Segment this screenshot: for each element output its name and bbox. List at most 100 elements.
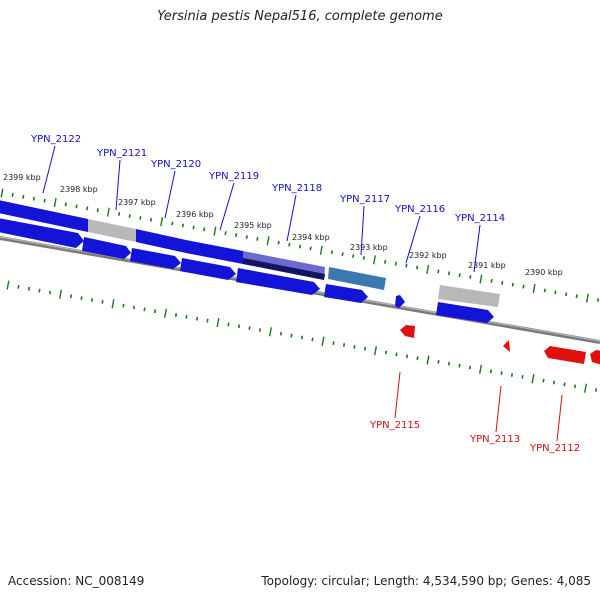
forward-row-1 (0, 200, 500, 307)
outer-major-tick (266, 236, 270, 246)
outer-major-tick (53, 197, 57, 208)
inner-minor-tick (206, 318, 209, 323)
inner-minor-tick (342, 343, 346, 347)
forward-gene-label[interactable]: YPN_2119 (208, 171, 259, 182)
gene-ypn2119[interactable] (186, 240, 243, 264)
outer-minor-tick (565, 292, 568, 297)
outer-minor-tick (447, 271, 451, 276)
inner-minor-tick (542, 378, 545, 383)
outer-minor-tick (22, 194, 25, 199)
inner-major-tick (479, 364, 482, 374)
gene-ypn2113-shape[interactable] (503, 340, 510, 352)
outer-minor-tick (64, 202, 67, 207)
inner-minor-tick (227, 322, 230, 327)
inner-minor-tick (332, 341, 335, 346)
gene-row2-4[interactable] (180, 258, 236, 280)
inner-major-tick (584, 383, 587, 393)
forward-gene-label[interactable]: YPN_2118 (271, 183, 322, 194)
outer-minor-tick (235, 233, 238, 237)
outer-minor-tick (405, 263, 408, 268)
inner-major-tick (164, 308, 167, 318)
forward-gene-label[interactable]: YPN_2117 (339, 194, 390, 205)
outer-minor-tick (118, 212, 121, 216)
kbp-label: 2398 kbp (60, 185, 98, 194)
inner-minor-tick (48, 290, 52, 295)
reverse-gene-label[interactable]: YPN_2112 (529, 443, 580, 454)
outer-major-tick (373, 255, 376, 265)
outer-major-tick (213, 226, 217, 236)
gene-ypn2122[interactable] (0, 200, 88, 232)
outer-major-tick (0, 188, 4, 198)
gene-label-leader (556, 394, 563, 442)
inner-minor-tick (185, 314, 188, 319)
outer-minor-tick (490, 278, 493, 283)
inner-major-tick (374, 346, 377, 356)
inner-major-tick (426, 355, 430, 365)
outer-minor-tick (469, 275, 472, 279)
inner-minor-tick (153, 309, 157, 314)
outer-minor-tick (437, 269, 440, 274)
kbp-label: 2392 kbp (409, 251, 447, 260)
inner-minor-tick (101, 299, 104, 304)
genome-summary-text: Topology: circular; Length: 4,534,590 bp… (261, 574, 591, 588)
forward-gene-label[interactable]: YPN_2120 (150, 159, 201, 170)
inner-minor-tick (143, 307, 146, 312)
gene-right-edge[interactable] (590, 350, 600, 365)
forward-gene-label[interactable]: YPN_2116 (394, 204, 445, 215)
inner-minor-tick (132, 305, 136, 310)
gene-row2-1[interactable] (0, 218, 84, 248)
inner-minor-tick (510, 373, 514, 377)
outer-minor-tick (298, 244, 302, 249)
gene-label-leader (164, 170, 176, 219)
inner-minor-tick (17, 284, 20, 289)
gene-row2-3[interactable] (130, 248, 181, 269)
outer-minor-tick (128, 214, 131, 218)
kbp-label: 2395 kbp (234, 221, 272, 230)
outer-minor-tick (330, 250, 333, 255)
outer-minor-tick (554, 290, 557, 295)
gene-ypn2115-shape[interactable] (400, 325, 415, 338)
inner-minor-tick (458, 363, 461, 368)
forward-gene-label[interactable]: YPN_2122 (30, 134, 81, 145)
inner-minor-tick (69, 294, 73, 299)
kbp-scale: 2399 kbp 2398 kbp 2397 kbp 2396 kbp 2395 kbp… (3, 173, 563, 277)
inner-minor-tick (258, 328, 262, 332)
gene-label-leader (115, 159, 121, 211)
inner-minor-tick (38, 288, 41, 293)
gene-row2-8[interactable] (436, 302, 494, 323)
inner-minor-tick (122, 303, 125, 308)
gene-ypn2114[interactable] (438, 285, 500, 307)
gene-ypn2120[interactable] (136, 229, 186, 253)
inner-major-tick (216, 317, 220, 328)
gene-ypn2118-inner (243, 258, 325, 280)
outer-major-tick (532, 283, 536, 294)
inner-minor-tick (500, 371, 503, 376)
inner-major-tick (321, 336, 325, 346)
inner-minor-tick (552, 380, 556, 385)
inner-minor-tick (437, 359, 440, 364)
gene-ypn2112-shape[interactable] (544, 346, 586, 364)
outer-minor-tick (224, 231, 227, 236)
inner-minor-tick (395, 352, 398, 357)
outer-minor-tick (416, 265, 419, 270)
gene-ypn2117[interactable] (328, 267, 386, 290)
gene-ypn2121[interactable] (88, 219, 136, 242)
forward-gene-label[interactable]: YPN_2121 (96, 148, 147, 159)
outer-minor-tick (501, 280, 504, 285)
gene-row2-6[interactable] (324, 284, 368, 303)
inner-major-tick (59, 289, 62, 299)
outer-minor-tick (86, 206, 89, 211)
gene-row2-2[interactable] (82, 237, 131, 259)
forward-gene-label[interactable]: YPN_2114 (454, 213, 505, 224)
accession-text: Accession: NC_008149 (8, 574, 145, 588)
gene-label-leader (495, 385, 502, 433)
reverse-gene-label[interactable]: YPN_2113 (469, 434, 520, 445)
inner-minor-tick (90, 298, 94, 302)
outer-minor-tick (43, 198, 46, 203)
gene-row2-7[interactable] (395, 295, 405, 308)
inner-minor-tick (573, 384, 577, 389)
reverse-gene-label[interactable]: YPN_2115 (369, 420, 420, 431)
outer-minor-tick (192, 225, 195, 230)
gene-row2-5[interactable] (236, 268, 320, 295)
reverse-row (400, 325, 600, 365)
